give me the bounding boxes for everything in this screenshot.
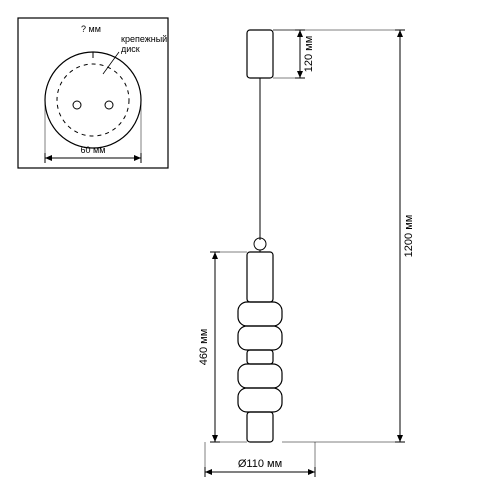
glass-segment-3 xyxy=(247,350,273,364)
canopy-height-dim: 120 мм xyxy=(303,36,315,73)
total-height-dim: 1200 мм xyxy=(403,215,415,258)
glass-segment-5 xyxy=(238,388,282,412)
inset-width-dim: 60 мм xyxy=(81,145,106,155)
glass-segment-6 xyxy=(247,412,273,442)
mounting-disc-dashed xyxy=(57,64,129,136)
glass-segment-1 xyxy=(238,302,282,326)
glass-segment-4 xyxy=(238,364,282,388)
technical-drawing: ? мм крепежныйдиск 60 мм 120 мм 1200 мм 460 м… xyxy=(0,0,500,500)
glass-height-dim: 460 мм xyxy=(198,329,210,366)
canopy xyxy=(247,30,273,78)
screw-hole-right xyxy=(105,101,113,109)
mounting-plate-circle xyxy=(45,52,141,148)
inset-top-label: ? мм xyxy=(81,24,101,34)
screw-hole-left xyxy=(73,101,81,109)
diameter-dim: Ø110 мм xyxy=(238,458,282,470)
glass-segment-2 xyxy=(238,326,282,350)
inset-center-label: крепежныйдиск xyxy=(121,34,167,54)
glass-segment-0 xyxy=(247,252,273,302)
